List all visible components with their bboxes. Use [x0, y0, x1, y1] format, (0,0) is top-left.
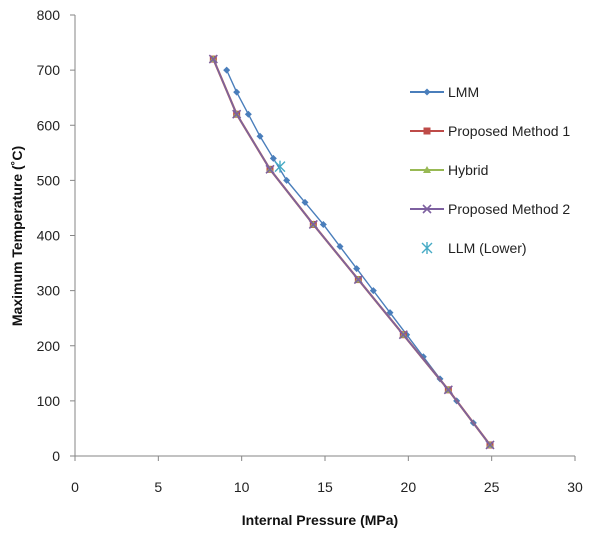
y-tick-label: 200	[37, 338, 61, 354]
data-point-lmm	[233, 88, 241, 96]
y-axis-title: Maximum Temperature (˚C)	[9, 146, 25, 326]
data-point-lmm	[353, 265, 361, 273]
axes	[70, 14, 576, 461]
plot-area	[208, 54, 495, 450]
series-llm-lower	[274, 160, 286, 173]
data-point-proposed-method-2	[208, 54, 218, 64]
data-point-lmm	[283, 176, 291, 184]
legend-swatch-marker	[423, 127, 431, 135]
data-point-lmm	[369, 287, 377, 295]
legend-label: LMM	[448, 84, 479, 100]
data-point-proposed-method-2	[443, 385, 453, 395]
x-tick-label: 15	[317, 479, 333, 495]
series-proposed-method-2	[208, 54, 495, 450]
data-point-lmm	[319, 220, 327, 228]
x-axis-title: Internal Pressure (MPa)	[242, 512, 398, 528]
data-point-lmm	[223, 66, 231, 74]
data-point-lmm	[336, 243, 344, 251]
y-tick-label: 600	[37, 117, 61, 133]
data-point-lmm	[386, 309, 394, 317]
data-point-proposed-method-2	[398, 330, 408, 340]
data-point-lmm	[256, 132, 264, 140]
data-point-lmm	[269, 154, 277, 162]
legend-item-llm-lower: LLM (Lower)	[421, 240, 527, 256]
y-tick-label: 500	[37, 172, 61, 188]
y-tick-label: 700	[37, 62, 61, 78]
data-point-lmm	[301, 198, 309, 206]
data-point-proposed-method-2	[232, 109, 242, 119]
legend-swatch-marker	[422, 204, 432, 214]
data-point-proposed-method-2	[485, 440, 495, 450]
data-point-proposed-method-2	[265, 164, 275, 174]
legend-item-proposed-method-1: Proposed Method 1	[410, 123, 570, 139]
legend-item-hybrid: Hybrid	[410, 162, 488, 178]
y-tick-label: 300	[37, 283, 61, 299]
legend-swatch-marker	[421, 242, 433, 254]
y-tick-label: 800	[37, 7, 61, 23]
data-point-proposed-method-2	[353, 275, 363, 285]
x-tick-label: 5	[154, 479, 162, 495]
legend-label: Proposed Method 2	[448, 201, 570, 217]
legend-label: Proposed Method 1	[448, 123, 570, 139]
x-tick-label: 10	[234, 479, 250, 495]
x-tick-label: 25	[484, 479, 500, 495]
legend-label: LLM (Lower)	[448, 240, 527, 256]
data-point-llm-lower	[274, 160, 286, 173]
data-point-proposed-method-2	[308, 219, 318, 230]
legend-item-proposed-method-2: Proposed Method 2	[410, 201, 570, 217]
x-tick-label: 0	[71, 479, 79, 495]
legend-label: Hybrid	[448, 162, 488, 178]
legend-item-lmm: LMM	[410, 84, 479, 100]
y-tick-label: 100	[37, 393, 61, 409]
x-tick-label: 20	[401, 479, 417, 495]
x-tick-label: 30	[567, 479, 583, 495]
y-tick-label: 0	[52, 448, 60, 464]
legend-swatch-marker	[423, 88, 431, 96]
series-line-proposed-method-2	[212, 58, 491, 446]
y-tick-label: 400	[37, 228, 61, 244]
legend-swatch-marker	[423, 166, 431, 173]
legend: LMM Proposed Method 1 Hybrid Proposed Metho…	[410, 84, 570, 256]
data-point-lmm	[244, 110, 252, 118]
